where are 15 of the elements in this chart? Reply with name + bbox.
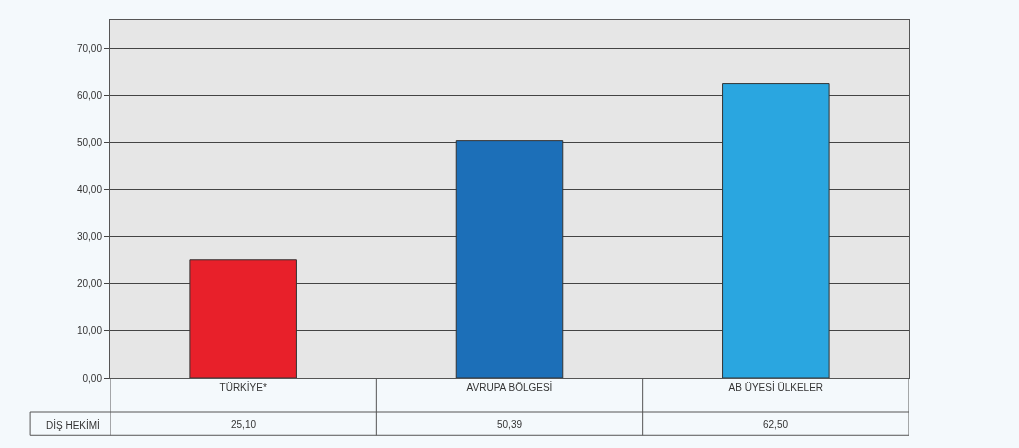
y-tick-label: 50,00 [76, 136, 103, 148]
x-tick-label: AB ÜYESİ ÜLKELER [728, 381, 824, 393]
data-label: 50,39 [497, 419, 523, 430]
y-tick-label: 20,00 [76, 278, 103, 290]
x-tick-label: AVRUPA BÖLGESİ [466, 381, 553, 393]
x-tick-label: TÜRKİYE* [219, 381, 267, 393]
data-label: 62,50 [763, 419, 789, 430]
y-tick-label: 30,00 [76, 231, 103, 243]
y-tick-label: 40,00 [76, 184, 103, 196]
y-tick-label: 70,00 [76, 42, 103, 54]
text: DİŞ HEKİMİ [46, 419, 100, 431]
y-tick-label: 10,00 [76, 325, 103, 337]
data-label: 25,10 [231, 419, 257, 430]
y-tick-label: 0,00 [82, 372, 103, 384]
y-tick-label: 60,00 [76, 89, 103, 101]
